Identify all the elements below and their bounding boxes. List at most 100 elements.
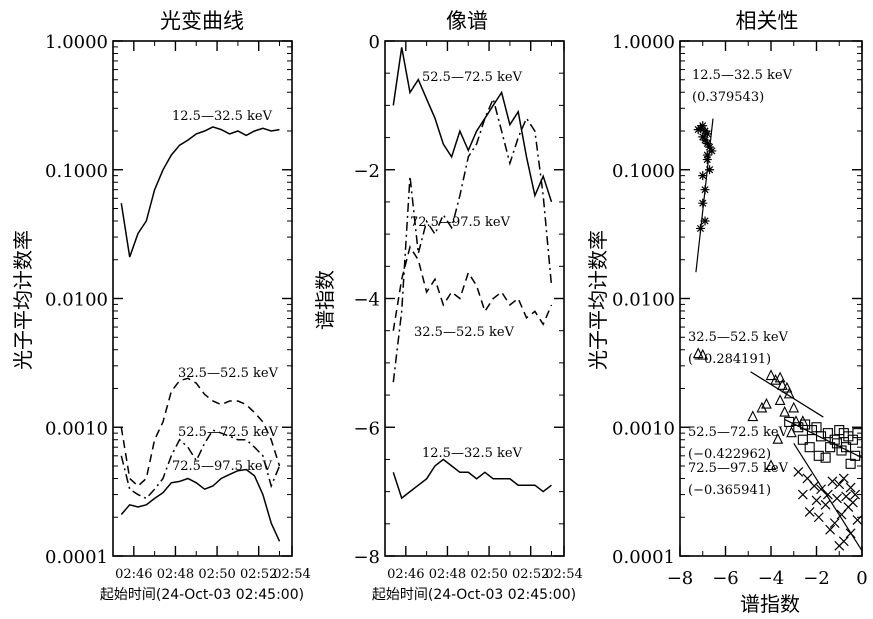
series-label: 12.5—32.5 keV — [692, 68, 793, 83]
ytick-label: 0.0100 — [45, 290, 108, 311]
xtick-label: 02:52 — [240, 567, 277, 582]
xtick-label: 02:48 — [429, 567, 466, 582]
point-triangle — [781, 381, 793, 393]
xtick-label: 02:54 — [545, 567, 582, 582]
ytick-label: 1.0000 — [612, 32, 675, 53]
point-cross — [797, 489, 808, 500]
xtick-label: 02:54 — [273, 567, 310, 582]
point-cross — [816, 484, 826, 495]
point-square — [852, 428, 863, 439]
series-label: 32.5—52.5 keV — [414, 325, 515, 340]
fit-line — [793, 443, 863, 551]
point-triangle — [761, 397, 772, 409]
series-line — [120, 468, 281, 542]
point-square — [845, 458, 856, 469]
point-cross — [811, 495, 822, 506]
ytick-label: 0.0001 — [45, 547, 108, 568]
fit-line — [695, 118, 714, 273]
series-label: 52.5—72.5 keV — [422, 70, 523, 85]
panel1-title: 光变曲线 — [160, 9, 244, 33]
point-asterisk — [707, 146, 717, 156]
point-cross — [850, 489, 861, 500]
point-asterisk — [702, 150, 712, 160]
panel2-xlabel: 起始时间(24-Oct-03 02:45:00) — [372, 587, 576, 603]
series-label: 32.5—52.5 keV — [688, 330, 789, 345]
point-asterisk — [698, 132, 708, 142]
point-cross — [845, 482, 856, 493]
xtick-label: −8 — [667, 568, 694, 589]
point-square — [820, 452, 831, 463]
xtick-label: 02:46 — [115, 567, 152, 582]
point-triangle — [772, 432, 784, 444]
point-triangle — [774, 371, 786, 383]
panel1-ylabel: 光子平均计数率 — [11, 230, 35, 370]
point-cross — [820, 499, 831, 510]
panel3-plot: 1.0000 0.1000 0.0100 0.0010 0.0001−8 −6 −4 −2 0 1… — [612, 32, 868, 589]
ytick-label: 0.1000 — [612, 161, 675, 182]
point-cross — [852, 515, 863, 526]
point-square — [784, 416, 795, 427]
point-triangle — [770, 373, 781, 385]
series-label: 72.5—97.5 keV — [410, 215, 511, 230]
fit-line — [750, 371, 824, 418]
point-square — [836, 445, 847, 456]
xtick-label: −4 — [758, 568, 785, 589]
ytick-label: 1.0000 — [45, 32, 108, 53]
panel2-title: 像谱 — [446, 9, 488, 33]
xtick-label: 02:50 — [470, 567, 507, 582]
point-triangle — [747, 410, 759, 422]
point-cross — [834, 540, 845, 551]
xtick-label: 02:48 — [157, 567, 194, 582]
point-cross — [832, 493, 842, 504]
series-line — [392, 245, 553, 331]
point-triangle — [697, 348, 709, 360]
ytick-label: 0.0010 — [612, 418, 675, 439]
point-triangle — [783, 387, 795, 399]
series-line — [392, 96, 553, 383]
ytick-label: −2 — [353, 161, 380, 182]
series-label: 52.5—72.5 keV — [688, 425, 789, 440]
point-square — [793, 422, 804, 433]
xtick-label: 02:50 — [198, 567, 235, 582]
series-line — [392, 458, 552, 500]
point-triangle — [776, 379, 788, 390]
point-triangle — [756, 401, 768, 413]
point-cross — [793, 466, 804, 477]
xtick-label: −6 — [712, 568, 739, 589]
point-triangle — [788, 401, 800, 413]
point-asterisk — [705, 165, 715, 175]
correlation-label: (−0.422962) — [688, 447, 771, 462]
ytick-label: 0.0010 — [45, 418, 108, 439]
correlation-label: (−0.365941) — [688, 483, 771, 498]
point-cross — [804, 506, 815, 517]
point-square — [804, 442, 815, 453]
series-label: 12.5—32.5 keV — [422, 446, 523, 461]
panel2-ylabel: 谱指数 — [313, 270, 337, 330]
point-asterisk — [700, 216, 710, 226]
xtick-label: −2 — [803, 568, 830, 589]
panel1-plot: 1.0000 0.1000 0.0100 0.0010 0.0001 02:46 02:48… — [45, 32, 311, 582]
point-triangle — [765, 369, 777, 381]
point-asterisk — [700, 135, 710, 145]
ytick-label: −4 — [353, 290, 380, 311]
panel1-xlabel: 起始时间(24-Oct-03 02:45:00) — [100, 587, 304, 603]
series-label: 52.5—72.5 keV — [178, 425, 279, 440]
point-square — [815, 431, 827, 442]
xtick-label: 0 — [856, 568, 867, 589]
series-label: 12.5—32.5 keV — [172, 109, 273, 124]
point-triangle — [779, 405, 791, 417]
point-square — [825, 442, 836, 453]
point-triangle — [765, 459, 777, 471]
point-square — [822, 428, 833, 439]
point-triangle — [692, 347, 704, 359]
point-cross — [813, 512, 824, 523]
point-triangle — [774, 394, 786, 406]
point-asterisk — [698, 171, 708, 181]
ytick-label: 0.1000 — [45, 161, 108, 182]
point-asterisk — [698, 198, 708, 208]
point-asterisk — [702, 138, 712, 148]
ytick-label: 0 — [369, 32, 380, 53]
ytick-label: −6 — [353, 418, 380, 439]
panel3-xlabel: 谱指数 — [740, 592, 800, 616]
